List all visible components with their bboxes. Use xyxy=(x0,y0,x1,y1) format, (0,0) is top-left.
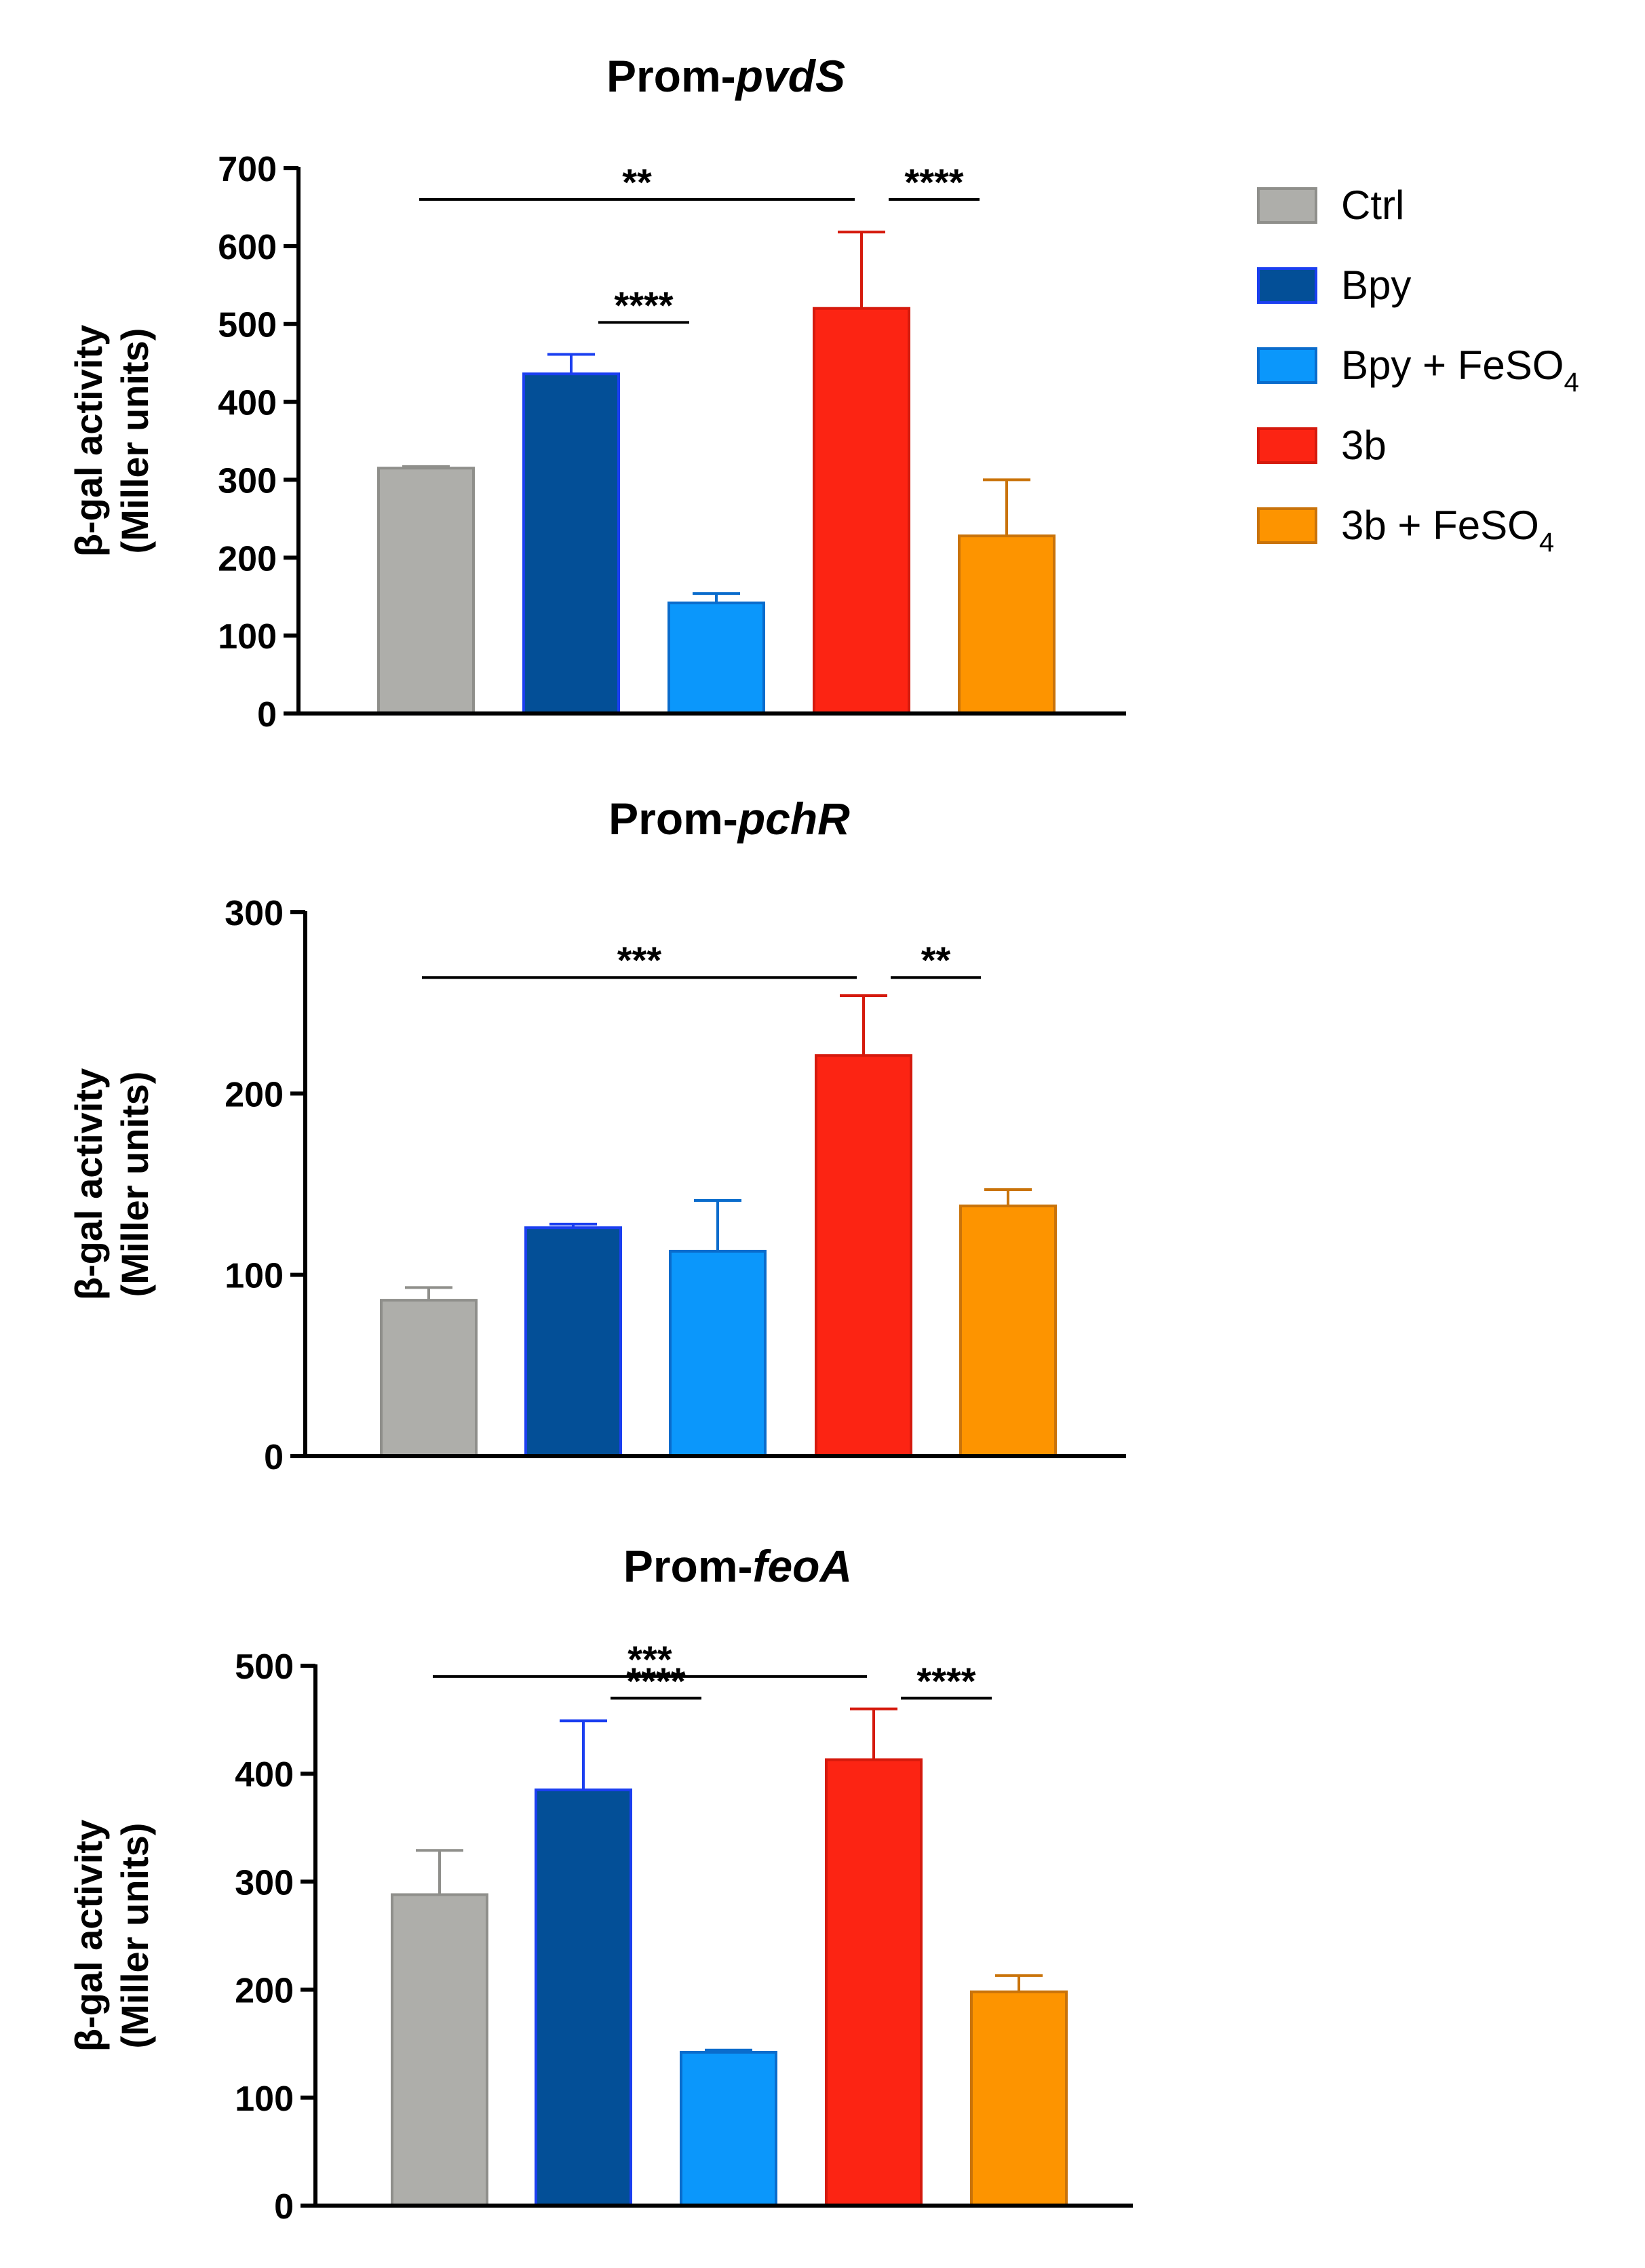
legend-label-main: 3b xyxy=(1341,423,1387,468)
legend-label-main: Bpy + FeSO xyxy=(1341,343,1564,388)
bar-5 xyxy=(959,1205,1057,1458)
y-tick-label: 200 xyxy=(225,1075,284,1114)
bar-3 xyxy=(680,2050,777,2208)
significance-label: *** xyxy=(617,939,662,981)
y-tick-label: 400 xyxy=(235,1755,294,1795)
chart-title: Prom-pchR xyxy=(608,794,850,844)
bar-1 xyxy=(380,1299,478,1458)
y-axis-label-line1: β-gal activity xyxy=(67,325,110,557)
y-tick-label: 300 xyxy=(218,461,277,501)
chart-title: Prom-pvdS xyxy=(606,51,845,101)
chart-title-prefix: Prom- xyxy=(606,51,736,101)
bar-4 xyxy=(815,1054,912,1458)
y-tick-label: 100 xyxy=(225,1257,284,1296)
legend-item: 3b xyxy=(1257,423,1387,468)
legend-label-main: 3b + FeSO xyxy=(1341,503,1539,548)
legend-label-subscript: 4 xyxy=(1564,368,1579,397)
significance-label: ** xyxy=(921,939,951,981)
significance-label: **** xyxy=(916,1660,975,1702)
legend-label: 3b + FeSO4 xyxy=(1341,503,1554,558)
y-tick-label: 600 xyxy=(218,228,277,267)
y-axis-label-line2: (Miller units) xyxy=(113,1072,156,1297)
y-tick-label: 500 xyxy=(235,1647,294,1687)
bar-2 xyxy=(522,372,620,715)
y-tick-label: 0 xyxy=(264,1438,284,1477)
legend-label: 3b xyxy=(1341,423,1387,468)
legend-swatch xyxy=(1257,187,1317,224)
y-tick-label: 0 xyxy=(274,2187,294,2227)
legend-swatch xyxy=(1257,347,1317,384)
y-tick-label: 100 xyxy=(235,2079,294,2119)
bar-1 xyxy=(391,1893,488,2207)
y-axis-label-line2: (Miller units) xyxy=(113,1823,156,2049)
significance-label: *** xyxy=(627,1638,672,1681)
chart-title-gene: feoA xyxy=(753,1541,853,1591)
y-tick-label: 700 xyxy=(218,150,277,189)
legend-item: Bpy + FeSO4 xyxy=(1257,343,1579,397)
legend-label-main: Bpy xyxy=(1341,262,1411,308)
legend-swatch xyxy=(1257,267,1317,304)
significance-label: **** xyxy=(904,161,963,203)
bar-3 xyxy=(669,1249,767,1458)
chart-pchR: Prom-pchR β-gal activity (Miller units) 0 10… xyxy=(67,794,1126,1477)
y-axis-label-line1: β-gal activity xyxy=(67,1068,110,1300)
chart-title-prefix: Prom- xyxy=(623,1541,753,1591)
bar-5 xyxy=(958,534,1056,716)
chart-title-prefix: Prom- xyxy=(608,794,738,844)
legend-swatch xyxy=(1257,507,1317,544)
significance-label: **** xyxy=(626,1660,685,1702)
legend-item: Bpy xyxy=(1257,262,1411,308)
y-tick-label: 200 xyxy=(235,1972,294,2011)
y-tick-label: 300 xyxy=(225,894,284,933)
legend-item: 3b + FeSO4 xyxy=(1257,503,1554,558)
bar-4 xyxy=(813,307,910,715)
y-tick-label: 300 xyxy=(235,1863,294,1902)
bar-2 xyxy=(535,1788,632,2208)
y-axis-label-line2: (Miller units) xyxy=(113,328,156,554)
y-tick-label: 0 xyxy=(257,695,277,735)
y-tick-label: 100 xyxy=(218,617,277,657)
y-tick-label: 400 xyxy=(218,384,277,423)
bar-1 xyxy=(377,467,475,715)
bar-5 xyxy=(970,1990,1068,2207)
significance-label: **** xyxy=(614,284,673,326)
significance-label: ** xyxy=(622,161,652,203)
y-axis-label-line1: β-gal activity xyxy=(67,1820,110,2052)
bar-2 xyxy=(524,1226,622,1458)
legend-label: Bpy xyxy=(1341,262,1411,308)
bar-4 xyxy=(825,1758,923,2207)
legend-label: Bpy + FeSO4 xyxy=(1341,343,1579,397)
chart-title: Prom-feoA xyxy=(623,1541,852,1591)
legend-label-subscript: 4 xyxy=(1539,528,1554,558)
y-tick-label: 500 xyxy=(218,306,277,345)
y-tick-label: 200 xyxy=(218,539,277,579)
chart-pvdS: Prom-pvdS β-gal activity (Miller units) 0 10… xyxy=(67,51,1126,735)
legend-label: Ctrl xyxy=(1341,182,1404,228)
legend-label-main: Ctrl xyxy=(1341,182,1404,228)
bar-3 xyxy=(667,601,765,715)
legend-item: Ctrl xyxy=(1257,182,1404,228)
chart-title-gene: pvdS xyxy=(735,51,845,101)
chart-title-gene: pchR xyxy=(737,794,850,844)
legend-swatch xyxy=(1257,427,1317,464)
chart-feoA: Prom-feoA β-gal activity (Miller units) 0 10… xyxy=(67,1541,1133,2227)
